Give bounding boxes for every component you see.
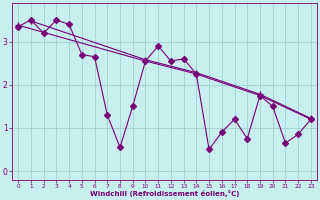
X-axis label: Windchill (Refroidissement éolien,°C): Windchill (Refroidissement éolien,°C) xyxy=(90,190,239,197)
